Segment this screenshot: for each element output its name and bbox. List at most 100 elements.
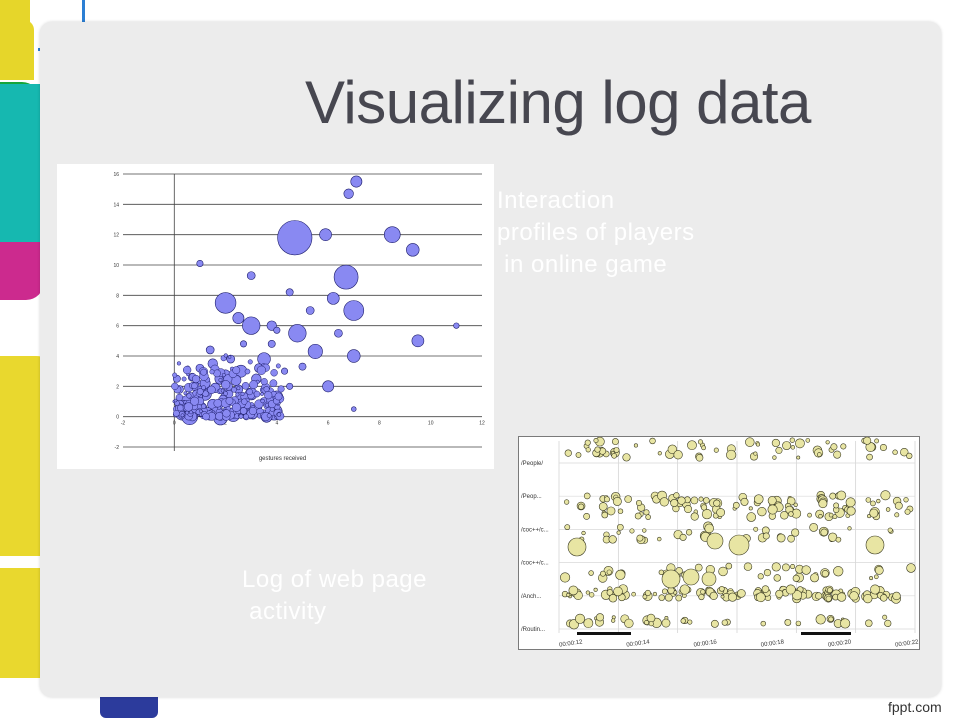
web-bubble (658, 569, 665, 576)
web-bubble (704, 523, 714, 534)
scatter-point (322, 380, 335, 393)
web-range-bar (577, 632, 631, 635)
web-bubble (869, 508, 879, 518)
web-bubble (616, 523, 624, 531)
web-bubble (685, 529, 693, 536)
scatter-point (200, 368, 208, 376)
web-row-label: /coc++/c... (521, 527, 549, 533)
scatter-x-tick: 6 (327, 421, 330, 427)
web-bubble (748, 506, 753, 511)
web-bubble (790, 445, 796, 450)
scatter-point (222, 409, 231, 418)
scatter-point (227, 355, 232, 359)
web-bubble (796, 455, 801, 460)
scatter-x-tick: 2 (224, 421, 227, 427)
web-bubble (634, 512, 642, 520)
web-bubble (786, 496, 796, 506)
web-bubble (657, 536, 662, 542)
web-bubble (767, 504, 778, 515)
scatter-point (225, 397, 234, 405)
scatter-point (319, 228, 332, 241)
web-bubble (876, 498, 881, 504)
web-bubble (645, 514, 651, 520)
web-bubble (835, 536, 842, 543)
scatter-y-tick: 10 (113, 263, 119, 269)
scatter-point (453, 322, 460, 329)
scatter-point (343, 188, 354, 199)
scatter-point (343, 300, 365, 321)
web-bubble (818, 514, 823, 519)
web-bubble (713, 447, 719, 453)
web-bubble (757, 506, 767, 517)
web-bubble (700, 589, 706, 595)
web-x-tick: 00:00:12 (559, 639, 584, 648)
web-bubble (697, 439, 704, 445)
web-bubble (784, 619, 792, 626)
scatter-y-tick: 16 (113, 172, 119, 178)
web-x-tick: 00:00:18 (760, 639, 785, 648)
web-bubble (667, 444, 678, 455)
web-bubble (578, 503, 585, 510)
web-bubble (757, 573, 764, 580)
web-bubble (785, 584, 796, 595)
web-bubble (701, 509, 713, 520)
web-bubble (694, 563, 703, 572)
scatter-point (213, 398, 223, 408)
web-bubble (604, 496, 610, 503)
scatter-point (270, 369, 278, 377)
scatter-point (351, 406, 357, 412)
scatter-point (172, 372, 178, 378)
web-bubble (585, 447, 591, 453)
web-bubble (690, 512, 699, 521)
web-bubble (564, 449, 572, 457)
scatter-point (305, 306, 315, 315)
web-bubble (874, 566, 884, 575)
web-bubble (866, 453, 873, 461)
web-bubble (775, 589, 784, 598)
web-bubble (792, 574, 800, 582)
scatter-point (202, 412, 210, 421)
scatter-point (236, 386, 241, 391)
web-bubble (624, 495, 632, 503)
web-bubble (608, 594, 618, 603)
scatter-point (411, 334, 425, 348)
web-bubble (670, 498, 679, 508)
web-bubble (870, 500, 876, 507)
scatter-point (253, 390, 261, 398)
web-bubble (832, 514, 838, 520)
web-bubble (727, 592, 738, 602)
scatter-point (207, 385, 216, 395)
web-bubble (622, 453, 631, 462)
scatter-point (241, 398, 248, 405)
web-bubble (801, 565, 811, 575)
web-row-label: /Peop... (521, 494, 542, 500)
web-bubble (760, 620, 766, 627)
web-bubble (644, 589, 651, 597)
web-bubble (880, 490, 891, 501)
scatter-point (266, 413, 272, 419)
scatter-x-label: gestures received (259, 456, 306, 462)
web-bubble (642, 594, 648, 600)
scatter-point (307, 343, 323, 359)
web-bubble (611, 618, 616, 623)
scatter-point (333, 264, 359, 290)
web-bubble (728, 534, 750, 556)
web-bubble (601, 511, 609, 519)
scatter-point (288, 324, 307, 343)
web-bubble (787, 534, 795, 543)
web-bubble (753, 494, 764, 504)
web-bubble (865, 535, 885, 555)
scatter-point (246, 271, 256, 280)
scatter-chart-frame: -2 0 2 4 6 8 10 12 14 16 -2 0 2 4 6 8 10 12 gestures recei… (57, 164, 494, 469)
scatter-point (173, 409, 180, 417)
web-bubble (560, 572, 571, 583)
web-bubble (745, 437, 755, 447)
scatter-point (223, 391, 228, 396)
web-bubble (807, 512, 812, 518)
web-bubble (791, 528, 800, 537)
scatter-point (347, 349, 361, 363)
web-bubble (753, 526, 759, 532)
web-bubble (642, 528, 647, 533)
footer-logo: fppt.com (888, 699, 942, 715)
web-bubble (700, 504, 708, 511)
